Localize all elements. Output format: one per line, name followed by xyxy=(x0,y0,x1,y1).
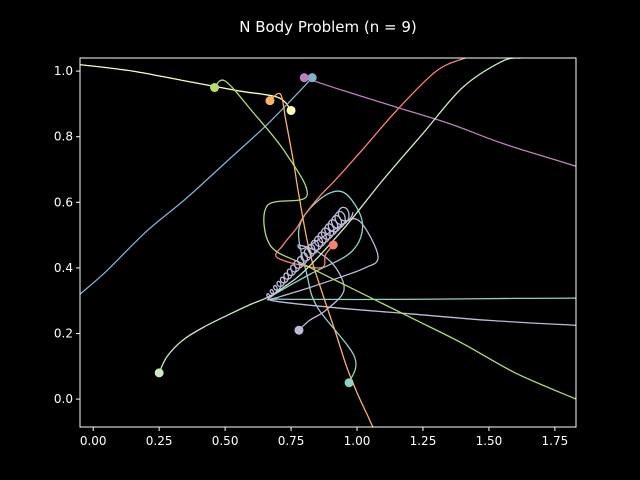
body-9 xyxy=(154,368,164,378)
trajectory-3 xyxy=(268,218,576,331)
trajectory-2 xyxy=(80,63,292,111)
trajectory-8 xyxy=(304,77,576,167)
y-tick-label: 0.2 xyxy=(54,327,73,341)
loop-spiral xyxy=(266,206,354,299)
x-tick-label: 1.25 xyxy=(410,434,437,448)
y-tick-label: 0.8 xyxy=(54,130,73,144)
body-6 xyxy=(265,96,275,106)
trajectories xyxy=(80,58,576,427)
y-axis: 0.0 0.2 0.4 0.6 0.8 1.0 xyxy=(54,64,80,406)
trajectory-4 xyxy=(275,58,466,269)
y-tick-label: 1.0 xyxy=(54,64,73,78)
body-5 xyxy=(307,73,317,83)
body-3 xyxy=(294,325,304,335)
x-tick-label: 1.00 xyxy=(344,434,371,448)
x-axis: 0.00 0.25 0.50 0.75 1.00 1.25 1.50 1.75 xyxy=(80,427,568,448)
trajectory-1 xyxy=(266,190,576,383)
trajectory-loops xyxy=(266,206,354,299)
trajectory-6 xyxy=(269,92,374,427)
y-tick-label: 0.0 xyxy=(54,392,73,406)
x-tick-label: 0.00 xyxy=(80,434,107,448)
x-tick-label: 0.75 xyxy=(278,434,305,448)
trajectory-5 xyxy=(80,77,313,295)
y-tick-label: 0.6 xyxy=(54,195,73,209)
body-7 xyxy=(210,83,220,93)
y-tick-label: 0.4 xyxy=(54,261,73,275)
x-tick-label: 1.75 xyxy=(542,434,569,448)
trajectory-7 xyxy=(214,79,576,400)
chart-title: N Body Problem (n = 9) xyxy=(239,18,417,36)
body-4 xyxy=(328,240,338,250)
body-1 xyxy=(344,378,354,388)
bodies xyxy=(154,73,354,388)
trajectory-9 xyxy=(158,58,521,374)
body-2 xyxy=(286,105,296,115)
plot-frame xyxy=(79,57,577,428)
x-tick-label: 1.50 xyxy=(476,434,503,448)
x-tick-label: 0.50 xyxy=(212,434,239,448)
x-tick-label: 0.25 xyxy=(146,434,173,448)
body-8 xyxy=(299,73,309,83)
